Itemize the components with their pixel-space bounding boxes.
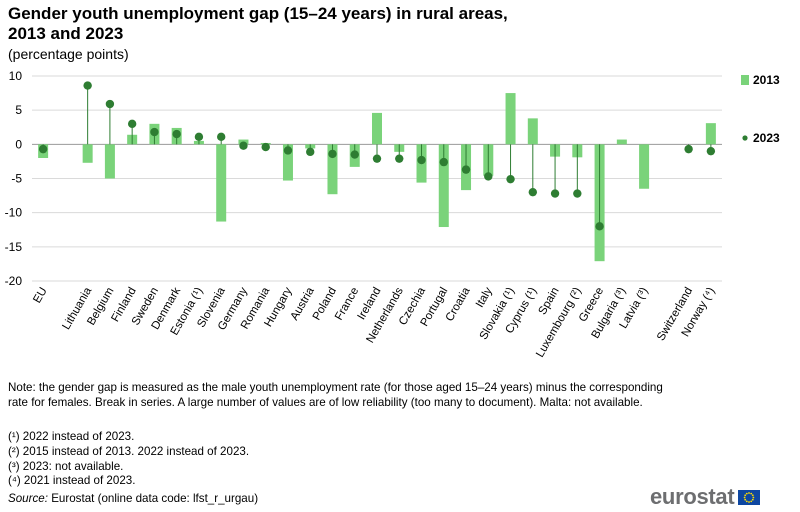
y-tick-label: -10: [5, 206, 23, 220]
y-tick-label: 10: [9, 69, 23, 83]
bar-2013: [505, 93, 516, 145]
dot-2023: [328, 149, 337, 159]
chart-subtitle: (percentage points): [8, 46, 129, 62]
bar-2013: [104, 144, 115, 179]
bar-2013: [327, 144, 338, 195]
dot-2023: [216, 132, 226, 142]
y-tick-label: -20: [5, 274, 23, 288]
eurostat-logo: eurostat: [650, 484, 761, 510]
dot-2023: [506, 174, 515, 184]
dot-2023: [105, 99, 115, 109]
footnote-4: (⁴) 2021 instead of 2023.: [8, 474, 136, 487]
chart-title: Gender youth unemployment gap (15–24 yea…: [8, 4, 508, 43]
legend-swatch-2023: [742, 135, 748, 141]
footnote-1: (¹) 2022 instead of 2023.: [8, 430, 135, 443]
y-tick-label: -5: [11, 172, 22, 186]
footnote-2: (²) 2015 instead of 2013. 2022 instead o…: [8, 445, 250, 458]
bar-2013: [82, 144, 93, 163]
dot-2023: [239, 141, 248, 150]
y-tick-label: -15: [5, 240, 23, 254]
bar-2013: [438, 144, 449, 228]
bar-2013: [639, 144, 650, 189]
bar-2013: [372, 112, 382, 145]
dot-2023: [350, 150, 359, 159]
dot-2023: [83, 81, 92, 90]
dot-2023: [194, 132, 204, 142]
legend-label-2013: 2013: [753, 73, 780, 87]
y-tick-label: 5: [15, 103, 22, 117]
dot-2023: [306, 147, 315, 157]
source-label: Source:: [8, 492, 48, 505]
chart-note: Note: the gender gap is measured as the …: [8, 381, 663, 409]
dot-2023: [417, 155, 426, 165]
bar-2013: [216, 144, 227, 222]
dot-2023: [38, 144, 48, 154]
legend-swatch-2013: [741, 75, 749, 85]
x-tick-label: Luxembourg (²): [534, 285, 584, 359]
dot-2023: [573, 189, 582, 198]
dot-2023: [684, 144, 693, 154]
logo-text: eurostat: [650, 484, 735, 509]
dot-2023: [595, 222, 604, 231]
dot-2023: [395, 154, 404, 163]
x-tick-label: Italy: [474, 285, 495, 309]
dot-2023: [461, 165, 471, 174]
legend-label-2023: 2023: [753, 131, 780, 145]
bar-2013: [616, 139, 627, 145]
dot-2023: [439, 157, 448, 167]
dot-2023: [528, 187, 538, 197]
source-line: Source: Eurostat (online data code: lfst…: [8, 492, 258, 505]
source-text: Eurostat (online data code: lfst_r_urgau…: [47, 492, 259, 505]
dot-2023: [150, 127, 159, 137]
footnote-3: (³) 2023: not available.: [8, 460, 124, 473]
dot-2023: [372, 154, 382, 163]
dot-2023: [550, 189, 560, 198]
dot-2023: [283, 146, 293, 155]
bar-2013: [282, 144, 293, 181]
dot-2023: [127, 119, 137, 129]
dot-2023: [484, 172, 493, 181]
dot-2023: [706, 146, 716, 156]
y-tick-label: 0: [15, 137, 22, 151]
dot-2023: [261, 142, 270, 152]
bar-2013: [705, 123, 716, 145]
eu-flag-icon: [738, 489, 761, 505]
bar-2013: [527, 118, 538, 145]
dot-2023: [172, 129, 181, 139]
x-tick-label: EU: [31, 286, 49, 306]
